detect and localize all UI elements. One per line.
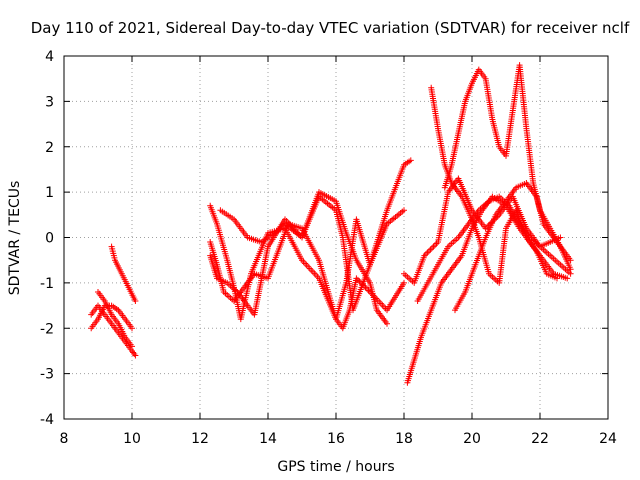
- y-tick-label: 4: [45, 49, 54, 65]
- series-s3: [95, 288, 135, 350]
- data-point: [557, 234, 564, 241]
- data-point: [564, 275, 571, 282]
- x-axis-label: GPS time / hours: [277, 459, 394, 475]
- y-axis-label: SDTVAR / TECUs: [7, 181, 23, 296]
- data-point: [132, 298, 139, 305]
- data-point: [401, 207, 407, 214]
- y-tick-label: -2: [40, 321, 54, 337]
- x-tick-label: 14: [259, 431, 277, 447]
- y-tick-label: 1: [45, 185, 54, 201]
- y-tick-label: -4: [40, 412, 54, 428]
- series-s8: [217, 189, 390, 327]
- chart-title: Day 110 of 2021, Sidereal Day-to-day VTE…: [31, 19, 630, 37]
- x-tick-label: 8: [60, 431, 69, 447]
- series-s14: [452, 180, 574, 314]
- series-s4: [108, 243, 139, 305]
- x-tick-label: 20: [463, 431, 481, 447]
- x-tick-label: 22: [531, 431, 549, 447]
- series-s1: [88, 302, 139, 359]
- x-tick-label: 16: [327, 431, 345, 447]
- series-s2: [88, 302, 135, 332]
- data-point: [129, 325, 135, 332]
- data-point: [407, 157, 414, 164]
- y-tick-label: 3: [45, 94, 54, 110]
- data-point: [129, 343, 135, 350]
- data-points: [88, 62, 574, 386]
- y-tick-label: -1: [40, 276, 54, 292]
- x-tick-label: 10: [123, 431, 141, 447]
- y-tick-label: -3: [40, 367, 54, 383]
- y-tick-label: 2: [45, 140, 54, 156]
- series-s13: [414, 193, 574, 305]
- y-tick-label: 0: [45, 231, 54, 247]
- series-s11: [428, 84, 560, 286]
- data-point: [132, 352, 139, 359]
- data-point: [384, 320, 390, 327]
- x-tick-label: 12: [191, 431, 209, 447]
- x-tick-label: 24: [599, 431, 617, 447]
- x-tick-label: 18: [395, 431, 413, 447]
- data-point: [401, 279, 407, 286]
- data-point: [554, 275, 560, 282]
- grid: [64, 56, 608, 419]
- data-point: [567, 270, 574, 277]
- data-point: [567, 257, 574, 264]
- plot-frame: [63, 55, 609, 420]
